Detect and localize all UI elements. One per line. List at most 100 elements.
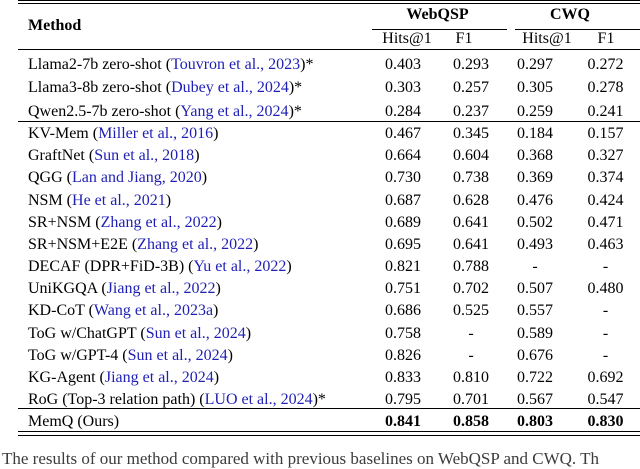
webqsp-hits1-cell: 0.467 [385,125,421,142]
cwq-f1-cell: 0.480 [587,280,624,298]
webqsp-hits1-cell: 0.821 [385,258,421,276]
method-column-header: Method [28,17,82,34]
table-row: KV-Mem (Miller et al., 2016) 0.467 0.345 0.… [0,124,640,143]
cwq-hits1-cell: 0.184 [517,125,553,142]
webqsp-f1-cell: 0.788 [453,258,489,276]
method-cell: SR+NSM+E2E (Zhang et al., 2022) [28,235,259,253]
table-caption-fragment: The results of our method compared with … [2,449,599,468]
cwq-f1-cell: 0.157 [587,125,624,142]
dataset-header-cwq: CWQ [550,6,590,23]
citation-link[interactable]: Sun et al., 2024 [127,346,228,364]
cwq-hits1-cell: 0.305 [517,79,553,97]
method-cell: ToG w/ChatGPT (Sun et al., 2024) [28,324,252,342]
table-row: UniKGQA (Jiang et al., 2022) 0.751 0.702 0.… [0,279,640,298]
table-bottom-rule-1 [18,431,640,432]
table-row: SR+NSM+E2E (Zhang et al., 2022) 0.695 0.64… [0,235,640,254]
cwq-f1-cell: 0.278 [587,79,624,97]
citation-link[interactable]: Sun et al., 2024 [145,324,246,342]
method-cell: QGG (Lan and Jiang, 2020) [28,169,208,187]
cwq-f1-cell: 0.424 [587,191,624,209]
cwq-f1-cell: - [602,302,609,320]
method-cell: UniKGQA (Jiang et al., 2022) [28,280,221,298]
citation-link[interactable]: Yu et al., 2022 [193,258,287,276]
webqsp-f1-cell: 0.345 [453,125,489,142]
citation-link[interactable]: Touvron et al., 2023 [171,56,301,73]
cwq-hits1-cell: 0.259 [517,102,553,120]
citation-link[interactable]: Yang et al., 2024 [180,102,289,120]
webqsp-hits1-cell: 0.695 [385,235,421,253]
cwq-hits1-cell: 0.589 [517,324,553,342]
citation-link[interactable]: Wang et al., 2023a [93,302,214,320]
webqsp-f1-cell: 0.641 [453,213,489,231]
webqsp-hits1-cell: 0.841 [385,413,421,430]
method-cell: GraftNet (Sun et al., 2018) [28,147,200,165]
webqsp-hits1-cell: 0.730 [385,169,421,187]
webqsp-f1-cell: 0.858 [453,413,489,430]
cwq-hits1-cell: 0.722 [517,368,553,386]
cwq-hits1-cell: 0.557 [517,302,553,320]
table-row: QGG (Lan and Jiang, 2020) 0.730 0.738 0.369… [0,168,640,187]
method-cell: KG-Agent (Jiang et al., 2024) [28,368,220,386]
citation-link[interactable]: Miller et al., 2016 [98,125,214,142]
webqsp-f1-cell: 0.628 [453,191,489,209]
webqsp-hits1-cell: 0.751 [385,280,421,298]
webqsp-hits1-cell: 0.758 [385,324,421,342]
webqsp-f1-cell: 0.237 [453,102,489,120]
webqsp-hits1-cell: 0.689 [385,213,421,231]
webqsp-f1-cell: - [468,346,474,364]
citation-link[interactable]: Jiang et al., 2024 [104,368,214,386]
group-separator-ours [18,408,640,409]
citation-link[interactable]: Lan and Jiang, 2020 [72,169,202,187]
cwq-hits1-cell: 0.297 [517,56,553,73]
cwq-hits1-cell: 0.502 [517,213,553,231]
table-row: KG-Agent (Jiang et al., 2024) 0.833 0.810 0… [0,368,640,387]
webqsp-f1-cell: 0.738 [453,169,489,187]
cwq-f1-cell: - [602,346,609,364]
cwq-hits1-cell: 0.803 [517,413,553,430]
citation-link[interactable]: LUO et al., 2024 [204,391,313,409]
cwq-hits1-cell: 0.369 [517,169,553,187]
citation-link[interactable]: Sun et al., 2018 [94,147,195,165]
subheader-webqsp-hits1: Hits@1 [382,30,432,47]
citation-link[interactable]: Jiang et al., 2022 [106,280,216,298]
method-cell: Llama3-8b zero-shot (Dubey et al., 2024)… [28,79,303,97]
cwq-f1-cell: 0.272 [587,56,624,73]
table-row: Qwen2.5-7b zero-shot (Yang et al., 2024)… [0,102,640,121]
cwq-f1-cell: 0.374 [587,169,624,187]
cmidrule-webqsp [372,29,507,30]
cwq-f1-cell: 0.830 [587,413,624,430]
webqsp-f1-cell: 0.701 [453,391,489,409]
citation-link[interactable]: Dubey et al., 2024 [171,79,289,97]
table-top-rule-1 [18,0,640,1]
method-cell: SR+NSM (Zhang et al., 2022) [28,213,222,231]
method-cell: KD-CoT (Wang et al., 2023a) [28,302,219,320]
method-cell: RoG (Top-3 relation path) (LUO et al., 2… [28,391,326,409]
cwq-f1-cell: 0.471 [587,213,624,231]
citation-link[interactable]: Zhang et al., 2022 [137,235,254,253]
method-cell: Llama2-7b zero-shot (Touvron et al., 202… [28,56,314,73]
citation-link[interactable]: He et al., 2021 [72,191,166,209]
cwq-f1-cell: 0.241 [587,102,624,120]
cwq-hits1-cell: 0.493 [517,235,553,253]
cwq-hits1-cell: - [532,258,538,276]
table-row: GraftNet (Sun et al., 2018) 0.664 0.604 0.3… [0,146,640,165]
webqsp-hits1-cell: 0.826 [385,346,421,364]
table-row: ToG w/ChatGPT (Sun et al., 2024) 0.758 - 0.… [0,324,640,343]
table-row: MemQ (Ours) 0.841 0.858 0.803 0.830 [0,412,640,431]
table-top-rule-2 [18,3,640,4]
webqsp-hits1-cell: 0.833 [385,368,421,386]
cwq-f1-cell: - [602,258,609,276]
table-row: Llama2-7b zero-shot (Touvron et al., 202… [0,55,640,74]
table-bottom-rule-2 [18,435,640,436]
cwq-f1-cell: 0.327 [587,147,624,165]
webqsp-hits1-cell: 0.403 [385,56,421,73]
cwq-f1-cell: - [602,324,609,342]
citation-link[interactable]: Zhang et al., 2022 [100,213,217,231]
dataset-header-webqsp: WebQSP [406,6,469,23]
webqsp-hits1-cell: 0.664 [385,147,421,165]
table-row: Llama3-8b zero-shot (Dubey et al., 2024)… [0,78,640,97]
webqsp-f1-cell: 0.604 [453,147,489,165]
method-cell: MemQ (Ours) [28,413,120,430]
method-cell: NSM (He et al., 2021) [28,191,172,209]
table-row: KD-CoT (Wang et al., 2023a) 0.686 0.525 0.5… [0,301,640,320]
